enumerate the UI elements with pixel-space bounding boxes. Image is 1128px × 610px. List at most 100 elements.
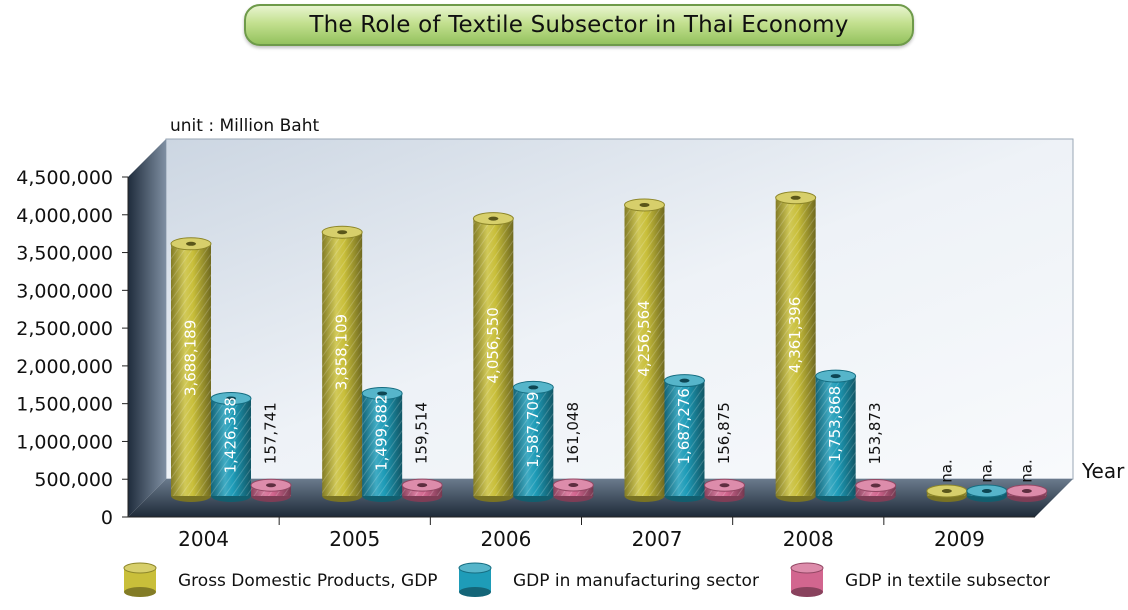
y-tick-label: 2,500,000 xyxy=(16,318,113,340)
y-tick-label: 1,000,000 xyxy=(16,431,113,453)
legend-label: Gross Domestic Products, GDP xyxy=(178,571,438,591)
bar-texture xyxy=(775,197,816,496)
bar-cap-hole xyxy=(488,216,499,221)
data-label: 4,056,550 xyxy=(484,307,502,383)
data-label: 1,687,276 xyxy=(675,388,693,464)
bar[interactable] xyxy=(170,237,212,502)
legend-label: GDP in textile subsector xyxy=(845,571,1050,591)
legend-swatch-bottom xyxy=(124,587,156,597)
unit-label: unit : Million Baht xyxy=(170,116,319,136)
bar-texture xyxy=(624,204,665,496)
bar[interactable] xyxy=(552,478,594,502)
data-label: 153,873 xyxy=(866,402,884,464)
data-label: 157,741 xyxy=(262,402,280,464)
legend-item: GDP in manufacturing sector xyxy=(458,562,759,597)
bar-cap-hole xyxy=(719,483,730,488)
bar[interactable] xyxy=(704,478,745,502)
legend-label: GDP in manufacturing sector xyxy=(513,571,759,591)
data-label: 161,048 xyxy=(564,402,582,464)
data-label: 4,256,564 xyxy=(635,300,653,376)
data-label: na. xyxy=(937,459,955,482)
legend: Gross Domestic Products, GDP GDP in manuf… xyxy=(123,562,1050,597)
x-axis-title: Year xyxy=(1081,459,1125,483)
bar-cap-hole xyxy=(337,230,348,235)
bar[interactable] xyxy=(1006,484,1048,502)
bar-cap-hole xyxy=(870,483,881,488)
side-wall xyxy=(128,139,166,517)
data-label: 1,499,882 xyxy=(373,395,391,471)
y-tick-label: 500,000 xyxy=(34,469,113,491)
bar[interactable] xyxy=(472,212,514,502)
legend-swatch-cap xyxy=(458,562,492,574)
data-label: 3,688,189 xyxy=(182,320,200,396)
bar-cap-hole xyxy=(790,195,801,200)
x-tick-label: 2005 xyxy=(329,527,380,551)
bar-cap-hole xyxy=(186,241,196,246)
data-label: na. xyxy=(977,459,995,482)
y-tick-label: 4,500,000 xyxy=(16,167,113,189)
legend-swatch-cap xyxy=(123,562,157,574)
bar[interactable] xyxy=(401,478,443,502)
bar-texture xyxy=(322,232,363,496)
x-tick-label: 2008 xyxy=(783,527,834,551)
data-label: 3,858,109 xyxy=(333,314,351,390)
bar-texture xyxy=(815,376,856,496)
y-axis: 0 500,000 1,000,000 1,500,000 2,000,000 2,500… xyxy=(16,116,1125,551)
bar-cap-hole xyxy=(1021,489,1032,493)
bar-cap-hole xyxy=(528,385,539,390)
data-label: 156,875 xyxy=(715,402,733,464)
data-label: 1,587,709 xyxy=(524,392,542,468)
bar[interactable] xyxy=(926,484,968,502)
bar-texture xyxy=(171,243,211,496)
bar-cap-hole xyxy=(941,489,952,493)
bar[interactable] xyxy=(775,191,817,502)
data-label: na. xyxy=(1017,459,1035,482)
data-label: 4,361,396 xyxy=(786,297,804,373)
bar-texture xyxy=(513,387,554,496)
y-tick-label: 1,500,000 xyxy=(16,394,113,416)
x-tick-label: 2006 xyxy=(480,527,531,551)
bar-cap-hole xyxy=(226,396,236,401)
bar[interactable] xyxy=(624,198,665,502)
bar[interactable] xyxy=(210,391,252,502)
bar-cap-hole xyxy=(679,378,690,383)
y-tick-label: 2,000,000 xyxy=(16,356,113,378)
bar-texture xyxy=(362,393,403,496)
y-tick-label: 4,000,000 xyxy=(16,205,113,227)
x-tick-label: 2007 xyxy=(632,527,683,551)
plot-area: 3,688,189 1,426,338 157,741 3,858,109 1,499,… xyxy=(170,191,1048,502)
legend-swatch-bottom xyxy=(459,587,491,597)
bar-texture xyxy=(664,380,705,496)
bar-cap-hole xyxy=(568,482,579,487)
bar[interactable] xyxy=(321,225,363,502)
bar-cap-hole xyxy=(639,202,650,207)
legend-item: Gross Domestic Products, GDP xyxy=(123,562,438,597)
legend-item: GDP in textile subsector xyxy=(790,562,1050,597)
legend-swatch-bottom xyxy=(791,587,823,597)
y-tick-label: 3,000,000 xyxy=(16,280,113,302)
bar-cap-hole xyxy=(981,489,992,493)
bar-cap-hole xyxy=(830,374,841,379)
x-tick-label: 2009 xyxy=(934,527,985,551)
bar[interactable] xyxy=(815,369,857,502)
bar[interactable] xyxy=(966,484,1008,502)
x-tick-label: 2004 xyxy=(178,527,229,551)
bar[interactable] xyxy=(361,386,403,502)
legend-swatch-cap xyxy=(790,562,824,574)
bar[interactable] xyxy=(664,374,705,502)
data-label: 1,753,868 xyxy=(826,386,844,462)
data-label: 159,514 xyxy=(413,402,431,464)
bar[interactable] xyxy=(512,380,554,502)
chart-title: The Role of Textile Subsector in Thai Ec… xyxy=(244,4,914,46)
bar-cap-hole xyxy=(266,483,276,488)
y-tick-label: 0 xyxy=(101,507,113,529)
data-label: 1,426,338 xyxy=(222,397,240,473)
bar-texture xyxy=(473,218,514,496)
bar[interactable] xyxy=(250,478,292,502)
bar-texture xyxy=(211,398,251,496)
bar[interactable] xyxy=(855,478,897,502)
y-tick-label: 3,500,000 xyxy=(16,243,113,265)
back-wall xyxy=(165,138,1074,480)
bar-cap-hole xyxy=(417,483,428,488)
